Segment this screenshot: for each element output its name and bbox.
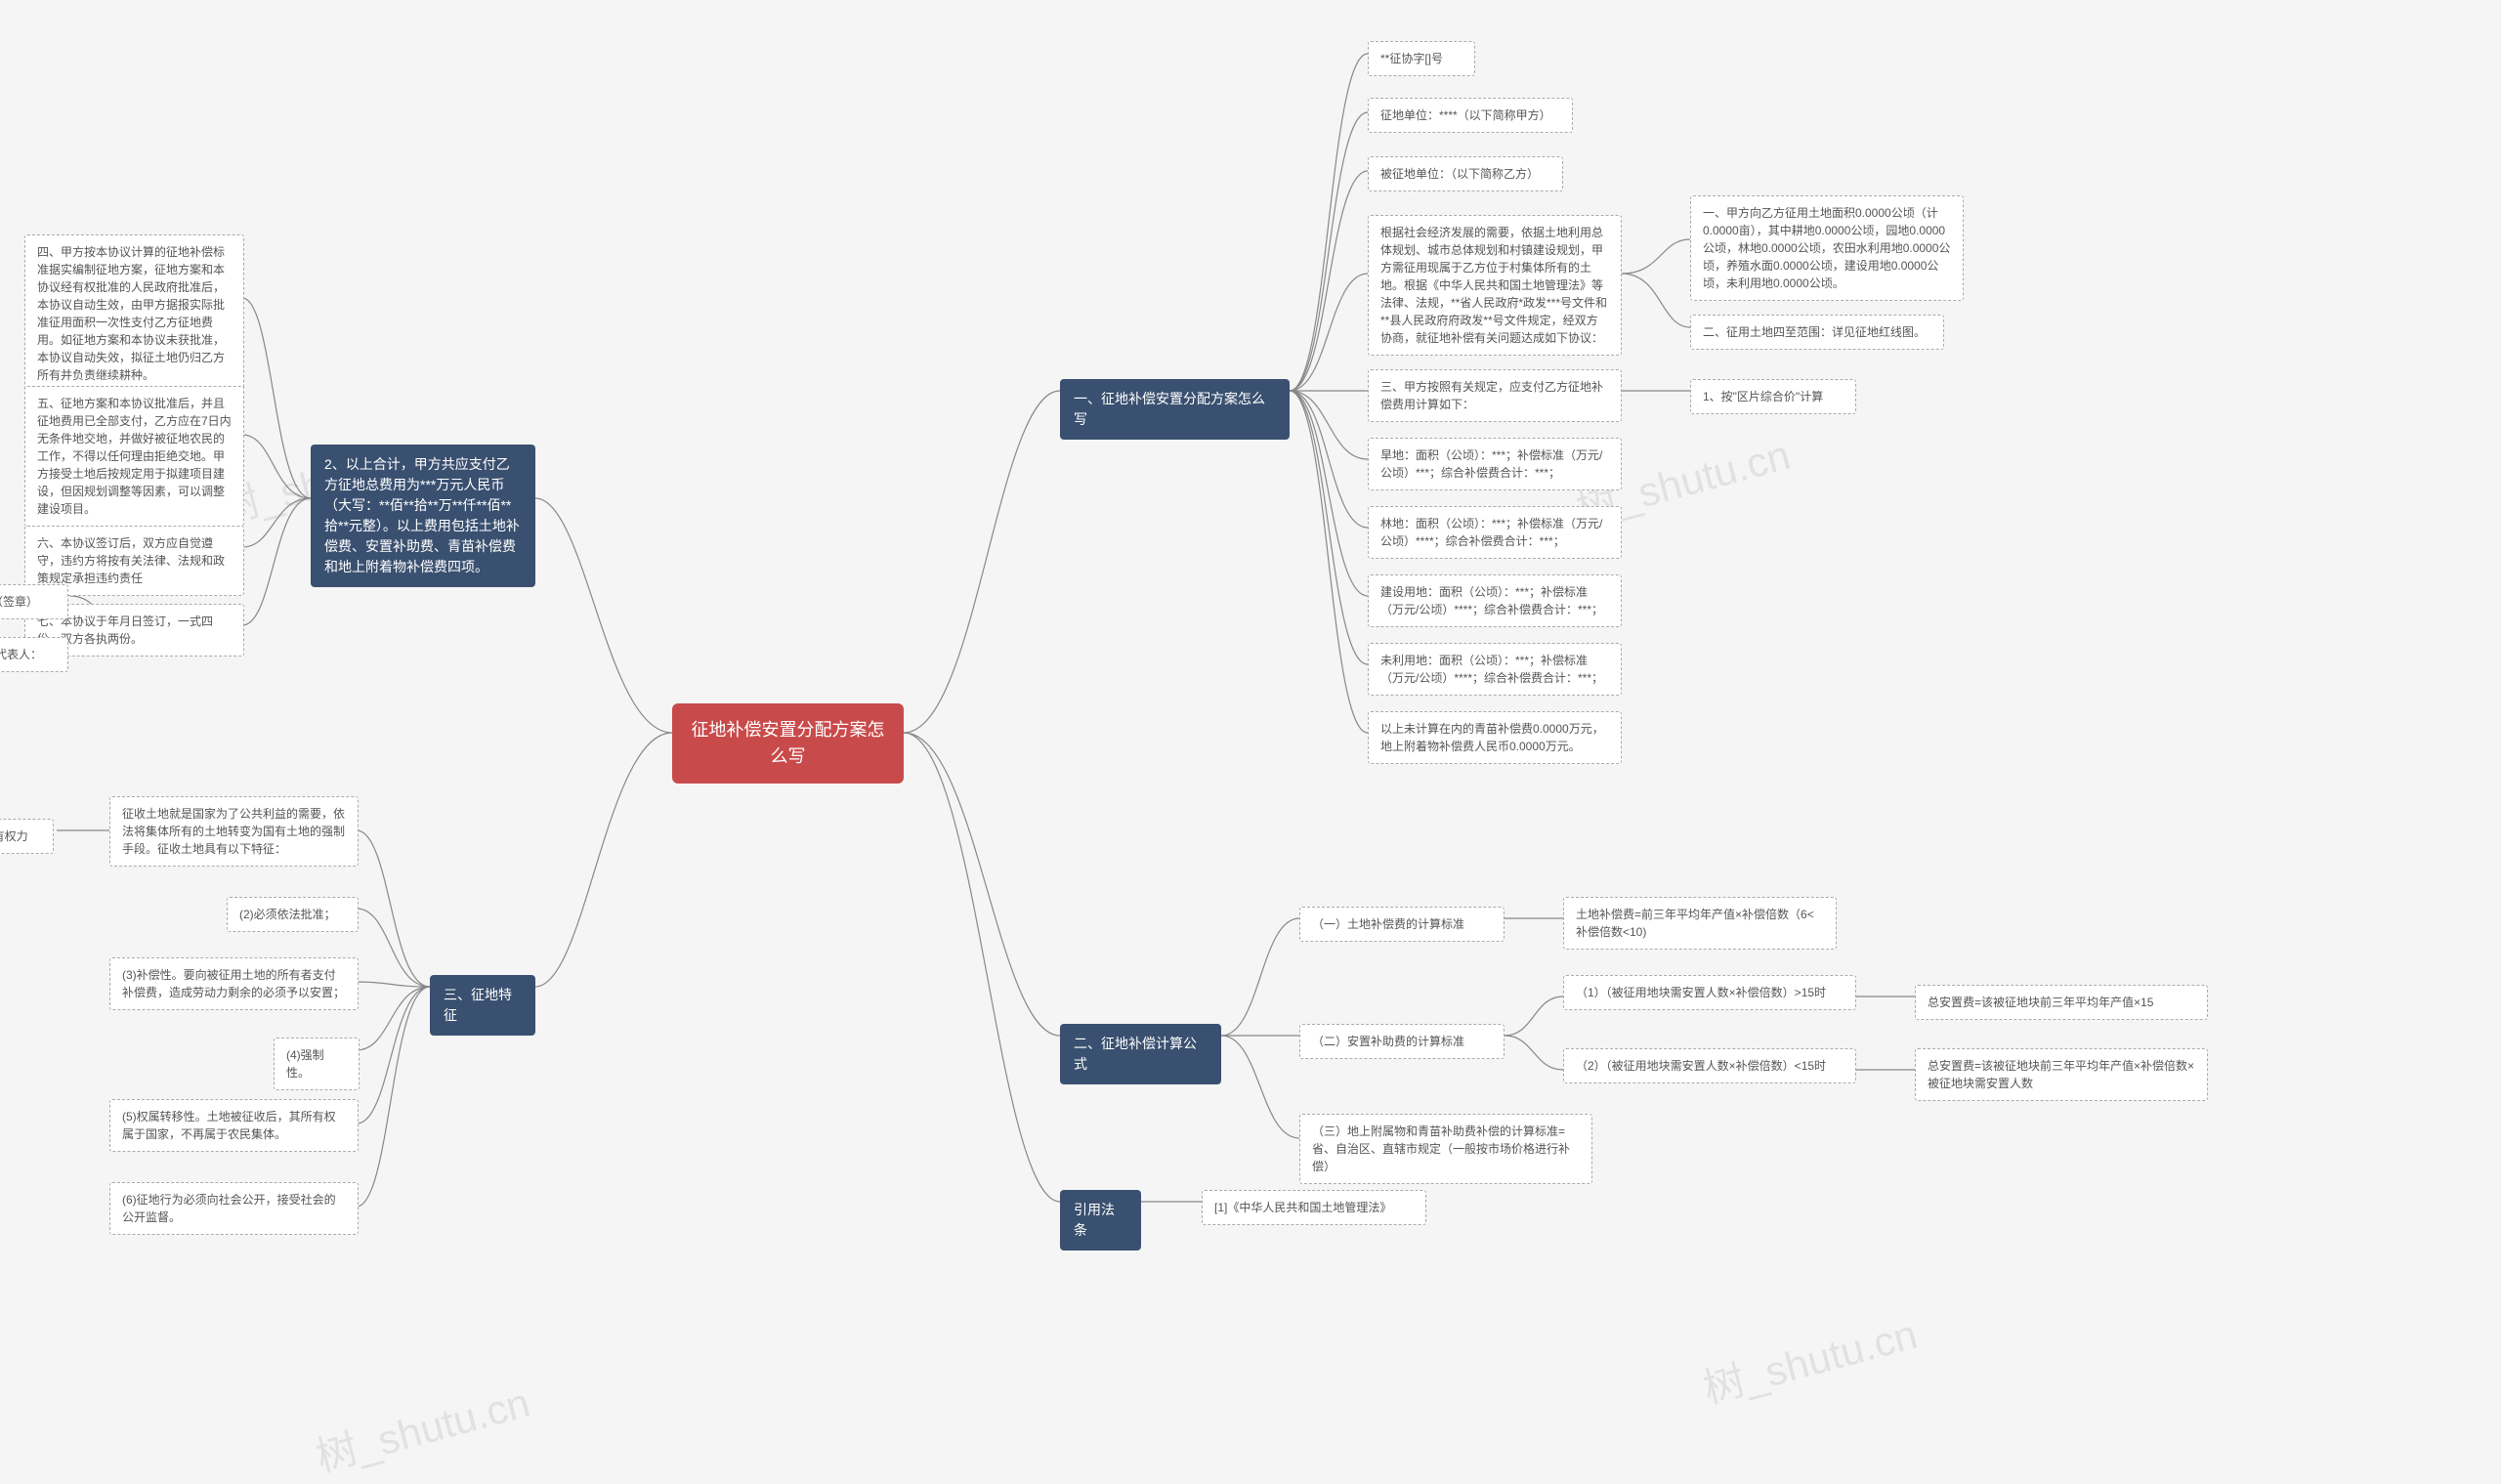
leaf-node: 被征地单位：（以下简称乙方） (1368, 156, 1563, 191)
leaf-node: 征地单位：****（以下简称甲方） (1368, 98, 1573, 133)
branch-section-3: 三、征地特征 (430, 975, 535, 1036)
branch-section-1: 一、征地补偿安置分配方案怎么写 (1060, 379, 1290, 440)
leaf-node: 根据社会经济发展的需要，依据土地利用总体规划、城市总体规划和村镇建设规划，甲方需… (1368, 215, 1622, 356)
leaf-node: 未利用地：面积（公顷）：***；补偿标准（万元/公顷）****；综合补偿费合计：… (1368, 643, 1622, 696)
leaf-node: (2)必须依法批准； (227, 897, 359, 932)
leaf-node: 四、甲方按本协议计算的征地补偿标准据实编制征地方案，征地方案和本协议经有权批准的… (24, 234, 244, 393)
leaf-node: 总安置费=该被征地块前三年平均年产值×15 (1915, 985, 2208, 1020)
leaf-node: 土地补偿费=前三年平均年产值×补偿倍数（6<补偿倍数<10) (1563, 897, 1837, 950)
leaf-node: （三）地上附属物和青苗补助费补偿的计算标准=省、自治区、直辖市规定（一般按市场价… (1299, 1114, 1592, 1184)
leaf-node: 林地：面积（公顷）：***；补偿标准（万元/公顷）****；综合补偿费合计：**… (1368, 506, 1622, 559)
leaf-node: 征收土地就是国家为了公共利益的需要，依法将集体所有的土地转变为国有土地的强制手段… (109, 796, 359, 867)
watermark: 树_shutu.cn (309, 1370, 535, 1484)
leaf-node: 二、征用土地四至范围：详见征地红线图。 (1690, 315, 1944, 350)
leaf-node: (5)权属转移性。土地被征收后，其所有权属于国家，不再属于农民集体。 (109, 1099, 359, 1152)
leaf-node: 五、征地方案和本协议批准后，并且征地费用已全部支付，乙方应在7日内无条件地交地，… (24, 386, 244, 527)
leaf-node: 一、甲方向乙方征用土地面积0.0000公顷（计0.0000亩），其中耕地0.00… (1690, 195, 1964, 301)
branch-references: 引用法条 (1060, 1190, 1141, 1251)
connector-lines (0, 0, 2501, 1464)
leaf-node: 一、代表人：代表人： (0, 637, 68, 672)
leaf-node: (6)征地行为必须向社会公开，接受社会的公开监督。 (109, 1182, 359, 1235)
leaf-node: 甲方：（签章）乙方：（签章） (0, 584, 68, 619)
leaf-node: （二）安置补助费的计算标准 (1299, 1024, 1505, 1059)
leaf-node: （2）（被征用地块需安置人数×补偿倍数）<15时 (1563, 1048, 1856, 1083)
branch-payment-summary: 2、以上合计，甲方共应支付乙方征地总费用为***万元人民币（大写：**佰**拾*… (311, 445, 535, 587)
watermark: 树_shutu.cn (1696, 1301, 1923, 1416)
leaf-node: 旱地：面积（公顷）：***；补偿标准（万元/公顷）***；综合补偿费合计：***… (1368, 438, 1622, 490)
branch-section-2: 二、征地补偿计算公式 (1060, 1024, 1221, 1084)
leaf-node: **征协字[]号 (1368, 41, 1475, 76)
leaf-node: 建设用地：面积（公顷）：***；补偿标准（万元/公顷）****；综合补偿费合计：… (1368, 574, 1622, 627)
leaf-node: 以上未计算在内的青苗补偿费0.0000万元，地上附着物补偿费人民币0.0000万… (1368, 711, 1622, 764)
leaf-node: [1]《中华人民共和国土地管理法》 (1202, 1190, 1426, 1225)
leaf-node: 三、甲方按照有关规定，应支付乙方征地补偿费用计算如下： (1368, 369, 1622, 422)
leaf-node: （1）（被征用地块需安置人数×补偿倍数）>15时 (1563, 975, 1856, 1010)
leaf-node: 总安置费=该被征地块前三年平均年产值×补偿倍数×被征地块需安置人数 (1915, 1048, 2208, 1101)
leaf-node: (1)征地是一种政府行为，是政府的专有权力 (0, 819, 54, 854)
leaf-node: 1、按"区片综合价"计算 (1690, 379, 1856, 414)
leaf-node: (4)强制性。 (274, 1038, 360, 1090)
mindmap-root: 征地补偿安置分配方案怎么写 (672, 703, 904, 784)
leaf-node: (3)补偿性。要向被征用土地的所有者支付补偿费，造成劳动力剩余的必须予以安置； (109, 957, 359, 1010)
leaf-node: （一）土地补偿费的计算标准 (1299, 907, 1505, 942)
